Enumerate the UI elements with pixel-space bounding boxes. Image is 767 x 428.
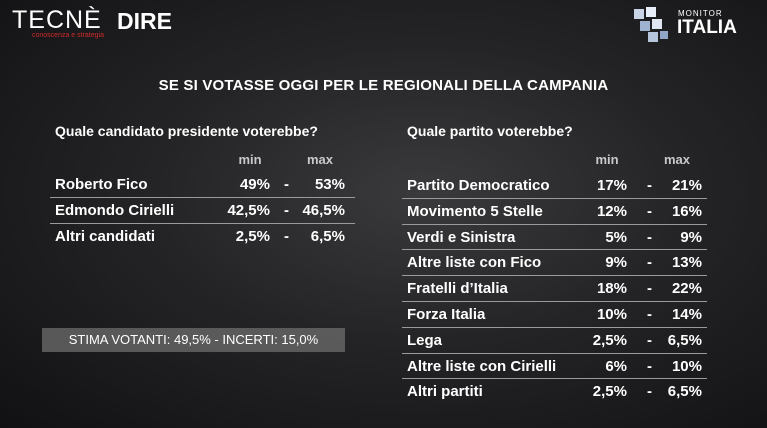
dash: - — [284, 202, 289, 219]
row-separator — [402, 378, 707, 380]
dash: - — [647, 383, 652, 401]
max-value: 13% — [671, 254, 702, 272]
max-value: 10% — [671, 357, 702, 375]
min-value: 2,5% — [592, 331, 627, 349]
row-label: Edmondo Cirielli — [55, 202, 175, 219]
monitor-label: MONITOR — [678, 9, 723, 18]
right-question: Quale partito voterebbe? — [407, 123, 573, 139]
dash: - — [284, 228, 289, 245]
min-value: 42,5% — [227, 202, 270, 219]
max-value: 14% — [671, 306, 702, 323]
row-label: Fratelli d’Italia — [407, 280, 508, 298]
row-label: Partito Democratico — [407, 177, 550, 194]
row-label: Altre liste con Cirielli — [407, 357, 557, 375]
row-separator — [50, 223, 355, 224]
min-value: 17% — [596, 177, 627, 194]
max-value: 6,5% — [667, 383, 702, 401]
row-label: Forza Italia — [407, 306, 486, 323]
row-label: Altri partiti — [407, 383, 483, 401]
dash: - — [647, 177, 652, 194]
row-separator — [402, 197, 707, 199]
row-separator — [402, 352, 707, 354]
header-min: min — [595, 152, 619, 167]
row-separator — [50, 197, 355, 198]
dash: - — [647, 202, 652, 220]
dash: - — [647, 357, 652, 375]
row-label: Movimento 5 Stelle — [407, 202, 543, 220]
row-label: Verdi e Sinistra — [407, 228, 516, 246]
row-separator — [402, 326, 707, 328]
max-value: 53% — [314, 176, 345, 193]
dash: - — [647, 254, 652, 272]
max-value: 22% — [671, 280, 702, 298]
left-question: Quale candidato presidente voterebbe? — [55, 123, 318, 139]
tecne-tagline: conoscenza e strategia — [32, 32, 104, 39]
row-label: Roberto Fico — [55, 176, 148, 193]
header-max: max — [663, 152, 691, 167]
max-value: 6,5% — [310, 228, 345, 245]
row-label: Altre liste con Fico — [407, 254, 542, 272]
max-value: 46,5% — [302, 202, 345, 219]
row-separator — [402, 301, 707, 302]
max-value: 6,5% — [667, 331, 702, 349]
dash: - — [647, 280, 652, 298]
dire-logo: DIRE — [117, 8, 172, 34]
max-value: 9% — [680, 228, 702, 246]
row-separator — [402, 249, 707, 251]
dash: - — [647, 306, 652, 323]
min-value: 5% — [605, 228, 627, 246]
note: STIMA VOTANTI: 49,5% - INCERTI: 15,0% — [42, 328, 345, 352]
row-label: Altri candidati — [55, 228, 156, 245]
dash: - — [647, 331, 652, 349]
header-max: max — [306, 152, 334, 167]
dash: - — [284, 176, 289, 193]
italia-label: ITALIA — [677, 17, 737, 38]
min-value: 12% — [596, 202, 627, 220]
min-value: 49% — [239, 176, 270, 193]
dash: - — [647, 228, 652, 246]
max-value: 16% — [671, 202, 702, 220]
min-value: 18% — [596, 280, 627, 298]
row-separator — [402, 275, 707, 277]
min-value: 9% — [605, 254, 627, 272]
min-value: 2,5% — [235, 228, 270, 245]
max-value: 21% — [671, 177, 702, 194]
title: SE SI VOTASSE OGGI PER LE REGIONALI DELL… — [158, 77, 609, 94]
row-label: Lega — [407, 331, 443, 349]
row-separator — [402, 223, 707, 225]
min-value: 6% — [605, 357, 627, 375]
tecne-logo: TECNÈ — [12, 6, 102, 34]
header-min: min — [238, 152, 262, 167]
monitor-icon — [634, 7, 668, 42]
min-value: 2,5% — [592, 383, 627, 401]
min-value: 10% — [596, 306, 627, 323]
